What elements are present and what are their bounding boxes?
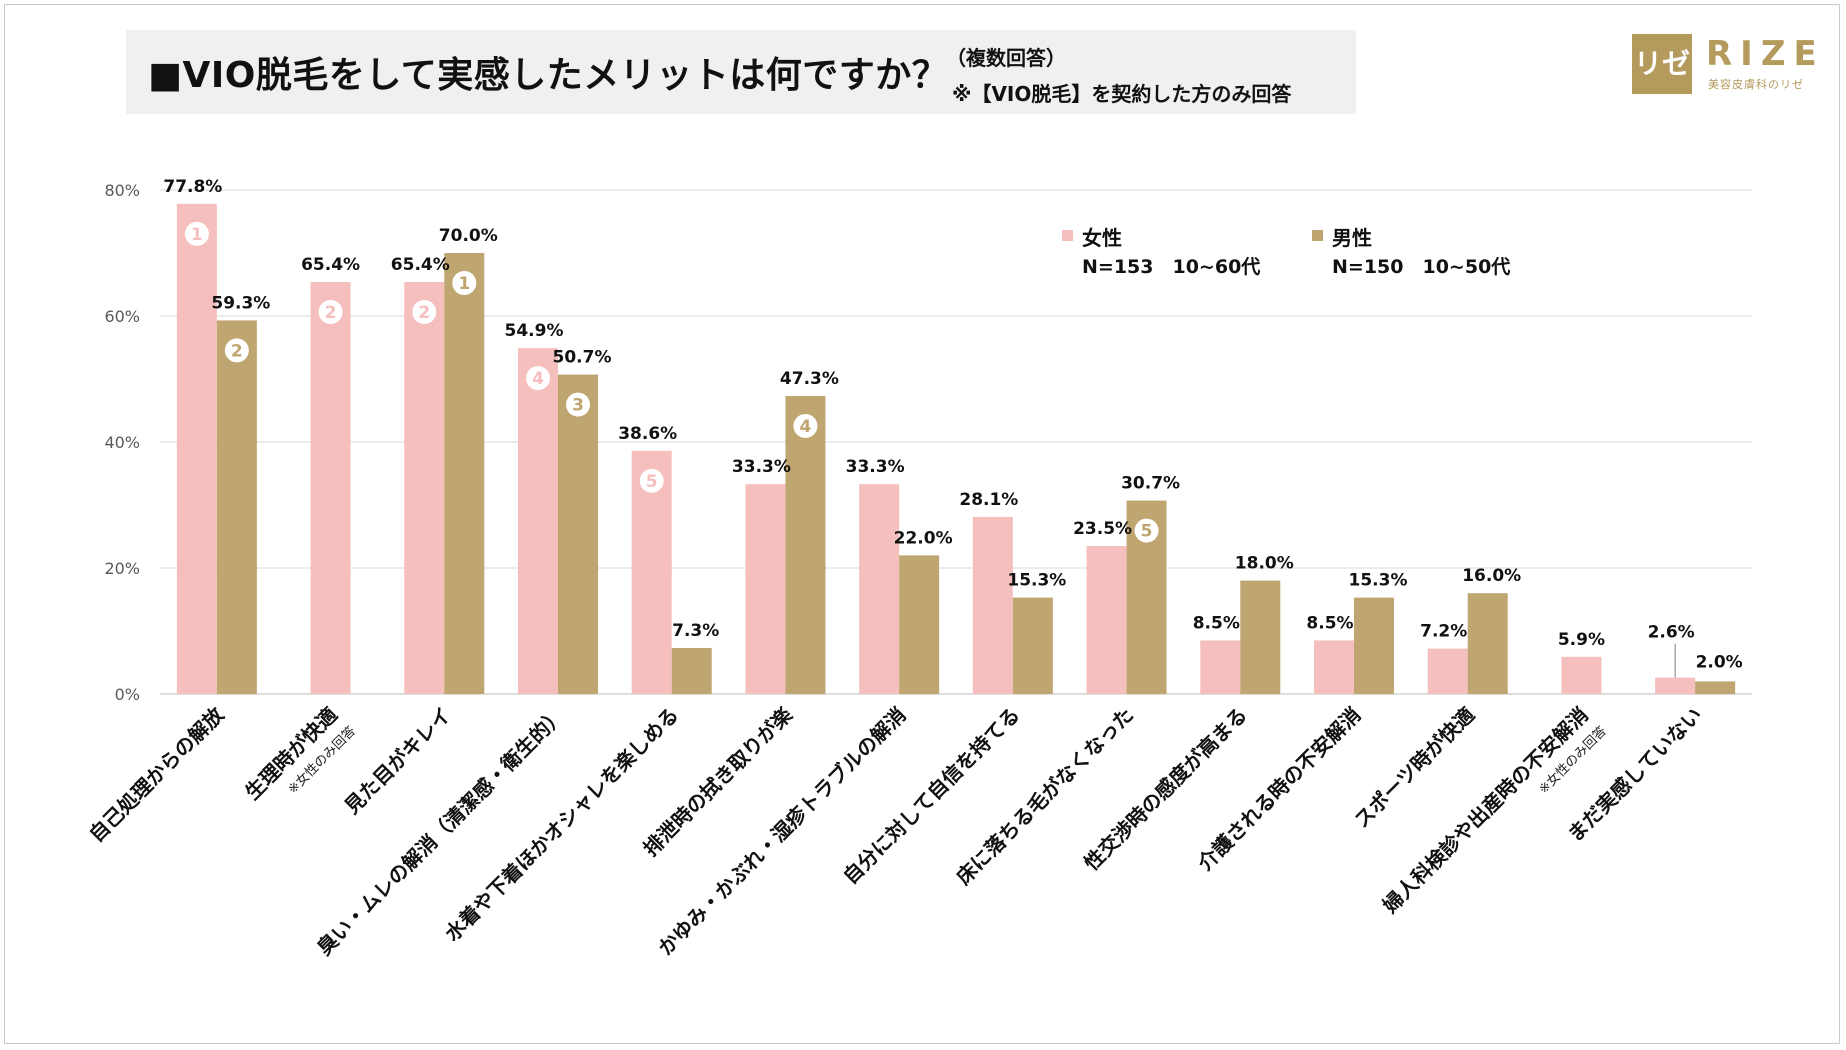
chart-title: ■VIO脱毛をして実感したメリットは何ですか？ [148, 55, 949, 96]
bar-female [1655, 677, 1696, 694]
data-label-female: 54.9% [505, 321, 564, 341]
category-label: かゆみ・かぶれ・湿疹トラブルの解消 [653, 703, 910, 960]
bar-female [1427, 648, 1468, 694]
data-label-male: 15.3% [1349, 571, 1408, 591]
brand-logo: リゼ RIZE 美容皮膚科のリゼ [1632, 34, 1828, 94]
legend-male-label: 男性 [1332, 226, 1372, 250]
rank-badge [566, 392, 590, 417]
bar-male [558, 374, 598, 694]
rank-badge-number: 1 [458, 274, 470, 294]
rank-badge-number: 2 [418, 303, 430, 323]
y-tick-label: 40% [104, 433, 140, 452]
bar-male [671, 648, 712, 694]
y-tick-label: 80% [104, 181, 140, 200]
data-label-female: 23.5% [1073, 519, 1132, 539]
category-label: 水着や下着ほかオシャレを楽しめる [440, 703, 683, 946]
data-label-female: 28.1% [959, 490, 1018, 510]
data-label-female: 5.9% [1558, 630, 1605, 650]
bar-male [1354, 597, 1394, 694]
legend-female-desc: N=153 10~60代 [1082, 256, 1261, 278]
chart-subtitle: （複数回答） [946, 46, 1066, 70]
data-label-male: 15.3% [1007, 571, 1066, 591]
bar-female [1561, 656, 1602, 694]
bar-male [444, 253, 485, 694]
title-box: ■VIO脱毛をして実感したメリットは何ですか？ （複数回答） ※【VIO脱毛】を… [126, 30, 1356, 114]
bar-female [404, 281, 445, 694]
rank-badge-number: 4 [532, 369, 544, 389]
bar-male [899, 555, 940, 694]
legend-female-label: 女性 [1082, 226, 1122, 250]
bar-female [310, 281, 351, 694]
bar-female [1086, 545, 1127, 694]
bar-female [1314, 640, 1354, 694]
legend-female-swatch [1062, 230, 1073, 241]
data-label-male: 47.3% [780, 369, 839, 389]
y-tick-label: 0% [115, 685, 140, 704]
bar-female [176, 203, 217, 695]
rank-badge-number: 3 [572, 396, 584, 416]
data-label-male: 59.3% [211, 293, 270, 313]
data-label-female: 8.5% [1306, 613, 1353, 633]
data-label-female: 7.2% [1420, 622, 1467, 642]
data-label-female: 77.8% [163, 177, 222, 197]
rank-badge-number: 1 [191, 225, 203, 245]
data-label-female: 8.5% [1193, 613, 1240, 633]
bar-male [1695, 681, 1736, 694]
rank-badge [224, 338, 249, 363]
bar-male [1240, 580, 1281, 694]
data-label-male: 18.0% [1235, 554, 1294, 574]
chart-frame [4, 4, 1840, 1044]
data-label-male: 2.0% [1696, 652, 1743, 672]
bar-female [972, 516, 1013, 694]
rank-badge [452, 271, 477, 295]
data-label-male: 7.3% [672, 621, 719, 641]
data-label-female: 65.4% [301, 255, 360, 275]
category-label: 婦人科検診や出産時の不安解消 [1377, 703, 1593, 919]
legend-male-swatch [1312, 230, 1323, 241]
chart-note: ※【VIO脱毛】を契約した方のみ回答 [952, 82, 1292, 106]
data-label-male: 16.0% [1462, 566, 1521, 586]
bar-female [745, 484, 786, 694]
y-tick-label: 60% [104, 307, 140, 326]
data-label-male: 50.7% [553, 348, 612, 368]
rank-badge [318, 299, 343, 324]
logo-text: RIZE [1706, 34, 1825, 74]
category-label: 見た目がキレイ [340, 703, 456, 819]
data-label-female: 38.6% [618, 424, 677, 444]
bar-male [216, 320, 257, 694]
bar-male [785, 396, 826, 694]
rank-badge-number: 2 [231, 341, 243, 361]
legend-male-desc: N=150 10~50代 [1332, 256, 1511, 278]
rank-badge [526, 366, 550, 391]
data-label-male: 70.0% [439, 226, 498, 246]
y-tick-label: 20% [104, 559, 140, 578]
rank-badge-number: 5 [1141, 522, 1153, 542]
logo-subtext: 美容皮膚科のリゼ [1708, 78, 1804, 91]
rank-badge [793, 414, 818, 439]
bar-female [518, 348, 558, 694]
rank-badge-number: 4 [800, 417, 812, 437]
data-label-male: 22.0% [894, 528, 953, 548]
data-label-female: 33.3% [732, 457, 791, 477]
rank-badge [639, 468, 664, 493]
bar-male [1012, 597, 1053, 694]
data-label-female: 65.4% [391, 255, 450, 275]
data-label-male: 30.7% [1121, 474, 1180, 494]
category-label: 自己処理からの解放 [84, 702, 229, 847]
bar-female [859, 484, 900, 694]
bar-female [1200, 640, 1241, 694]
rank-badge [412, 299, 437, 324]
rank-badge-number: 5 [646, 472, 658, 492]
category-label: スポーツ時が快適 [1349, 703, 1479, 833]
bar-male [1467, 593, 1508, 694]
rank-badge [184, 221, 209, 246]
data-label-female: 2.6% [1648, 623, 1695, 643]
logo-mark: リゼ [1632, 34, 1692, 94]
rank-badge [1134, 518, 1159, 543]
data-label-female: 33.3% [846, 457, 905, 477]
rank-badge-number: 2 [325, 303, 337, 323]
